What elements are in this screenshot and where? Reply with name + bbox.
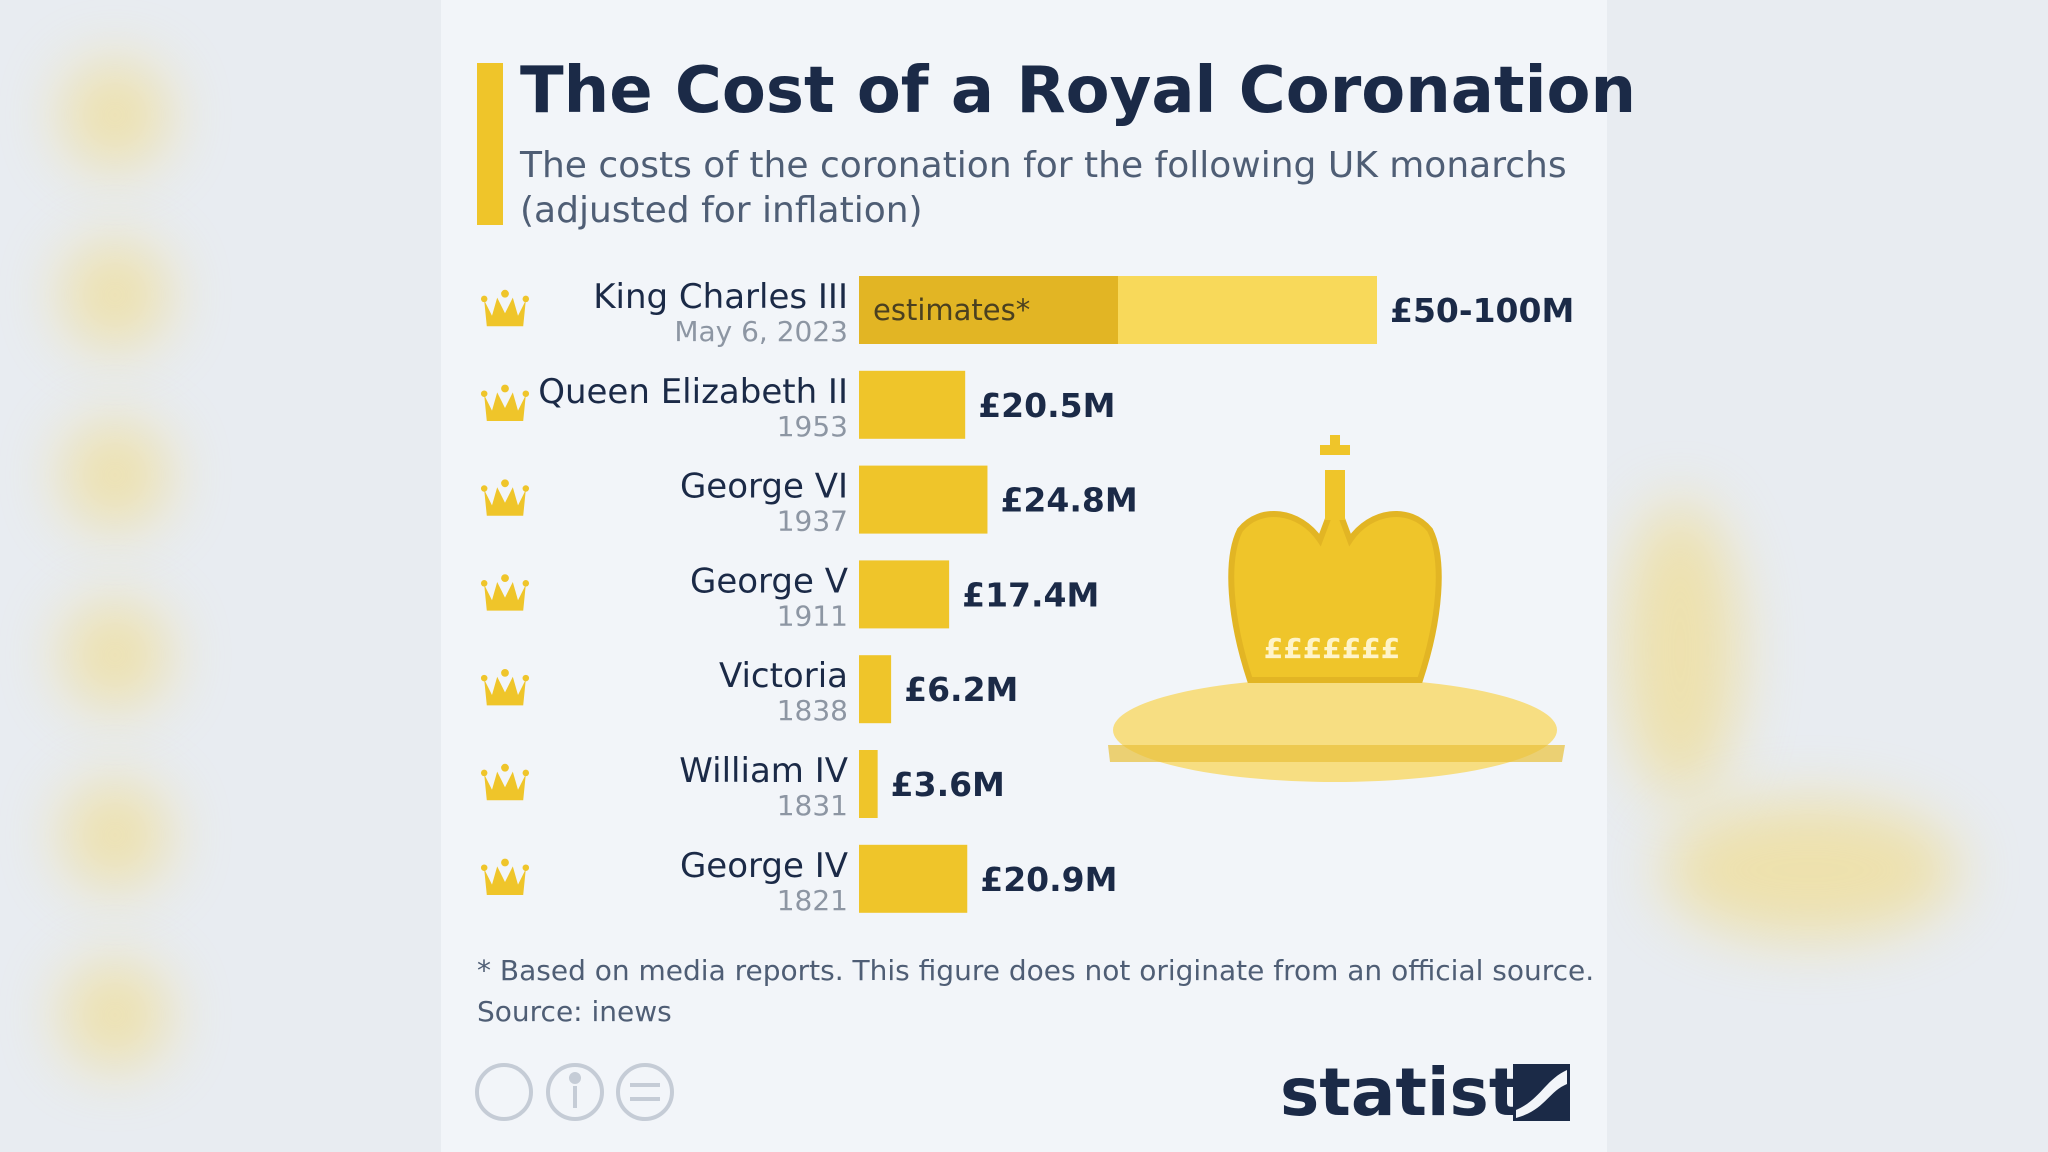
background-blur — [1660, 800, 1960, 940]
date-label: 1953 — [777, 410, 848, 443]
background-blur — [60, 780, 170, 890]
category-label: Queen Elizabeth II — [538, 372, 848, 412]
bar — [859, 560, 950, 629]
crown-icon — [480, 858, 530, 895]
subtitle: (adjusted for inflation) — [520, 190, 923, 231]
value-label: £6.2M — [904, 670, 1018, 709]
date-label: May 6, 2023 — [674, 315, 848, 348]
bar — [859, 750, 878, 818]
footnote: * Based on media reports. This figure do… — [477, 954, 1594, 987]
crown-icon — [480, 479, 530, 516]
crown-icon — [480, 669, 530, 706]
bar — [859, 370, 966, 439]
background-blur — [60, 420, 170, 530]
crown-icon — [480, 289, 530, 327]
estimate-range-bar — [1118, 276, 1377, 344]
category-label: George IV — [680, 846, 848, 886]
category-label: King Charles III — [593, 277, 848, 317]
category-label: George V — [690, 561, 848, 601]
value-label: £3.6M — [891, 765, 1005, 804]
chart-title: The Cost of a Royal Coronation — [520, 54, 1636, 128]
background-blur — [60, 60, 170, 170]
estimate-bar — [859, 276, 1118, 344]
value-label: £17.4M — [962, 575, 1099, 614]
crown-icon — [480, 384, 530, 421]
crown-icon — [480, 763, 530, 801]
brand-mark — [1513, 1064, 1570, 1121]
bar — [859, 465, 988, 534]
background-blur — [60, 600, 170, 710]
crown-icon — [480, 574, 530, 611]
date-label: 1831 — [777, 789, 848, 822]
background-blur — [60, 240, 170, 350]
license-icons — [475, 1063, 674, 1121]
category-label: George VI — [680, 467, 848, 507]
title-accent — [477, 63, 503, 225]
bar — [859, 844, 968, 913]
crown-illustration: £££££££ — [1108, 435, 1565, 782]
value-label: £50-100M — [1390, 291, 1574, 330]
date-label: 1937 — [777, 505, 848, 538]
background-blur — [60, 960, 170, 1070]
estimate-label: estimates* — [873, 293, 1030, 327]
source: Source: inews — [477, 995, 672, 1028]
category-label: William IV — [679, 751, 848, 791]
date-label: 1911 — [777, 599, 848, 632]
subtitle: The costs of the coronation for the foll… — [519, 145, 1567, 186]
illustration-label: £££££££ — [1264, 632, 1400, 665]
value-label: £20.9M — [980, 860, 1117, 899]
date-label: 1838 — [777, 694, 848, 727]
background-blur — [1620, 500, 1740, 800]
category-label: Victoria — [719, 656, 848, 696]
value-label: £20.5M — [978, 386, 1115, 425]
date-label: 1821 — [777, 884, 848, 917]
bar — [859, 655, 892, 724]
value-label: £24.8M — [1000, 481, 1137, 520]
